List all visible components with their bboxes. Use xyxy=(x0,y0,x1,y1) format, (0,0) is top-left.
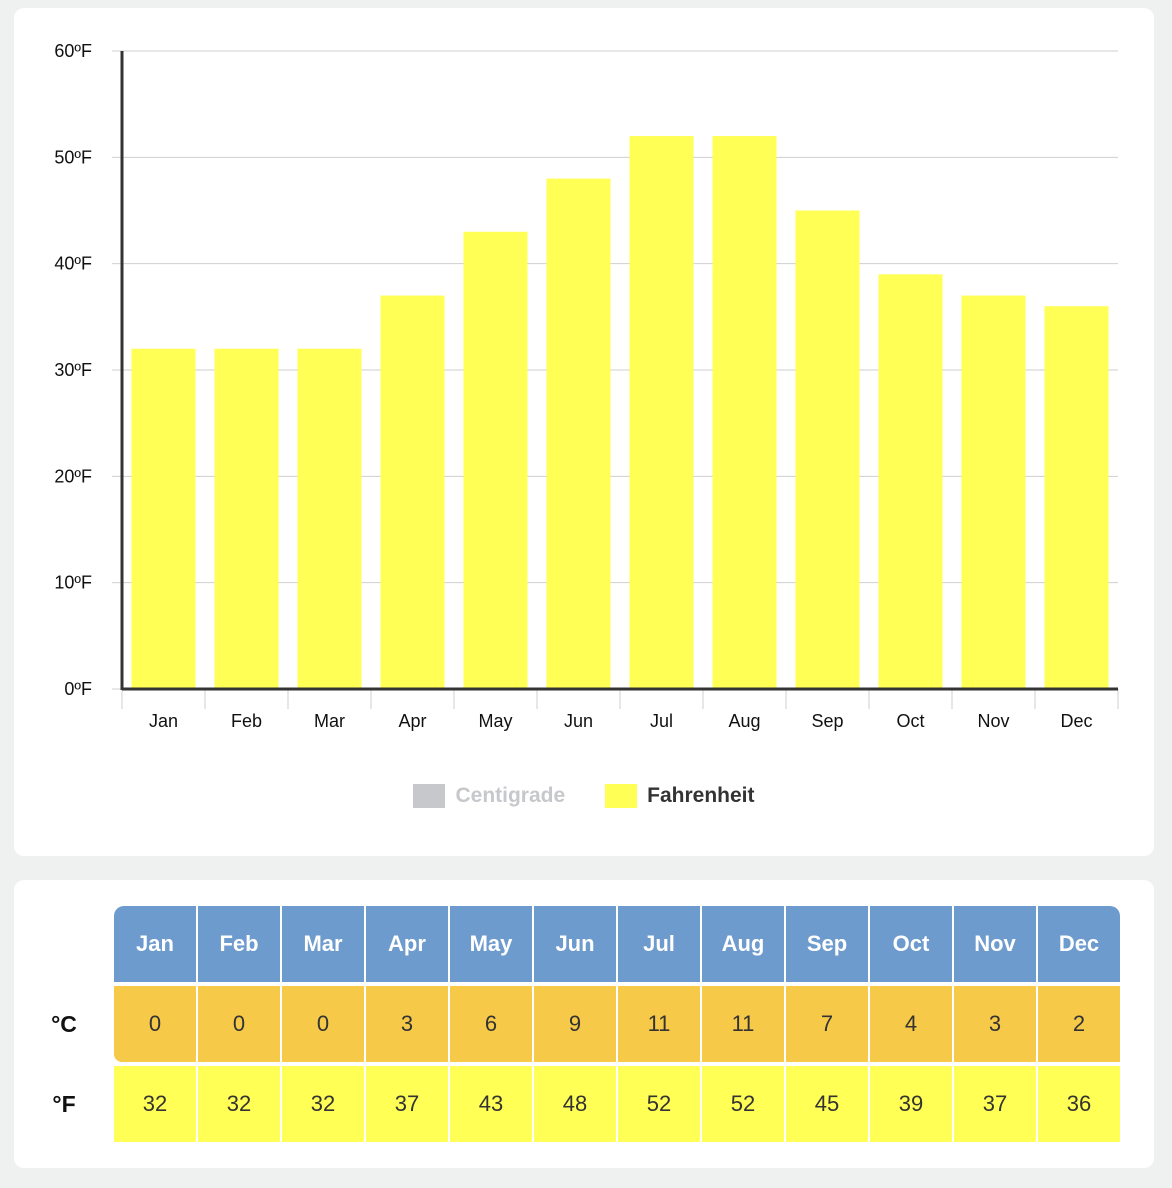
month-header-oct: Oct xyxy=(870,906,952,982)
x-tick-label: Feb xyxy=(231,711,262,731)
month-header-aug: Aug xyxy=(702,906,784,982)
celsius-cell: 0 xyxy=(114,986,196,1062)
legend-label-centigrade: Centigrade xyxy=(455,784,566,807)
fahrenheit-cell: 52 xyxy=(702,1066,784,1142)
y-tick-label: 20ºF xyxy=(54,466,92,486)
bar xyxy=(795,210,860,689)
x-tick-label: Oct xyxy=(896,711,924,731)
celsius-cell: 11 xyxy=(618,986,700,1062)
month-header-sep: Sep xyxy=(786,906,868,982)
fahrenheit-cell: 52 xyxy=(618,1066,700,1142)
bar xyxy=(961,295,1026,689)
x-tick-label: Jun xyxy=(564,711,593,731)
celsius-row: °C 0 0 0 3 6 9 11 11 7 4 3 2 xyxy=(16,986,1120,1062)
x-tick-label: Nov xyxy=(977,711,1009,731)
month-header-jan: Jan xyxy=(114,906,196,982)
month-header-feb: Feb xyxy=(198,906,280,982)
legend-label-fahrenheit: Fahrenheit xyxy=(647,784,755,807)
climate-table: Jan Feb Mar Apr May Jun Jul Aug Sep Oct … xyxy=(14,902,1122,1146)
y-tick-label: 30ºF xyxy=(54,360,92,380)
x-tick-label: Jan xyxy=(149,711,178,731)
celsius-cell: 9 xyxy=(534,986,616,1062)
celsius-cell: 11 xyxy=(702,986,784,1062)
fahrenheit-cell: 48 xyxy=(534,1066,616,1142)
x-tick-label: Mar xyxy=(314,711,345,731)
fahrenheit-cell: 32 xyxy=(114,1066,196,1142)
fahrenheit-cell: 45 xyxy=(786,1066,868,1142)
celsius-cell: 0 xyxy=(282,986,364,1062)
fahrenheit-cell: 32 xyxy=(198,1066,280,1142)
bar xyxy=(712,136,777,690)
month-header-mar: Mar xyxy=(282,906,364,982)
fahrenheit-cell: 43 xyxy=(450,1066,532,1142)
celsius-cell: 6 xyxy=(450,986,532,1062)
month-header-dec: Dec xyxy=(1038,906,1120,982)
x-tick-label: Jul xyxy=(650,711,673,731)
celsius-cell: 7 xyxy=(786,986,868,1062)
chart-card: 0ºF 10ºF 20ºF 30ºF 40ºF 50ºF 60ºF Jan Feb Mar Apr M… xyxy=(14,8,1154,856)
y-tick-label: 60ºF xyxy=(54,41,92,61)
x-tick-label: Apr xyxy=(398,711,426,731)
x-tick-label: Aug xyxy=(728,711,760,731)
legend-swatch-centigrade xyxy=(413,784,446,808)
month-header-may: May xyxy=(450,906,532,982)
bar xyxy=(878,274,943,689)
bar xyxy=(380,295,445,689)
bar xyxy=(463,231,528,689)
fahrenheit-row: °F 32 32 32 37 43 48 52 52 45 39 37 36 xyxy=(16,1066,1120,1142)
x-tick-label: Dec xyxy=(1060,711,1092,731)
legend-item-centigrade[interactable]: Centigrade xyxy=(413,784,565,808)
bar xyxy=(131,348,196,689)
bar xyxy=(214,348,279,689)
climate-table-card: Jan Feb Mar Apr May Jun Jul Aug Sep Oct … xyxy=(14,880,1154,1168)
chart-legend: Centigrade Fahrenheit xyxy=(14,784,1154,808)
x-tick-label: Sep xyxy=(811,711,843,731)
month-header-nov: Nov xyxy=(954,906,1036,982)
celsius-cell: 4 xyxy=(870,986,952,1062)
y-tick-label: 10ºF xyxy=(54,573,92,593)
y-tick-label: 0ºF xyxy=(64,679,92,699)
x-tick-label: May xyxy=(478,711,512,731)
bar xyxy=(297,348,362,689)
month-header-apr: Apr xyxy=(366,906,448,982)
bar xyxy=(1044,306,1109,689)
legend-swatch-fahrenheit xyxy=(605,784,638,808)
celsius-cell: 0 xyxy=(198,986,280,1062)
celsius-cell: 2 xyxy=(1038,986,1120,1062)
bar xyxy=(629,136,694,690)
y-tick-label: 50ºF xyxy=(54,147,92,167)
fahrenheit-row-label: °F xyxy=(52,1090,76,1117)
fahrenheit-cell: 32 xyxy=(282,1066,364,1142)
table-header-row: Jan Feb Mar Apr May Jun Jul Aug Sep Oct … xyxy=(16,906,1120,982)
month-header-jun: Jun xyxy=(534,906,616,982)
bar xyxy=(546,178,611,689)
y-tick-label: 40ºF xyxy=(54,254,92,274)
table-corner xyxy=(16,906,112,982)
celsius-cell: 3 xyxy=(954,986,1036,1062)
fahrenheit-cell: 39 xyxy=(870,1066,952,1142)
temperature-bar-chart: 0ºF 10ºF 20ºF 30ºF 40ºF 50ºF 60ºF Jan Feb Mar Apr M… xyxy=(54,41,1119,731)
fahrenheit-cell: 37 xyxy=(954,1066,1036,1142)
month-header-jul: Jul xyxy=(618,906,700,982)
fahrenheit-cell: 37 xyxy=(366,1066,448,1142)
legend-item-fahrenheit[interactable]: Fahrenheit xyxy=(605,784,755,808)
celsius-row-label: °C xyxy=(51,1010,77,1037)
fahrenheit-cell: 36 xyxy=(1038,1066,1120,1142)
celsius-cell: 3 xyxy=(366,986,448,1062)
